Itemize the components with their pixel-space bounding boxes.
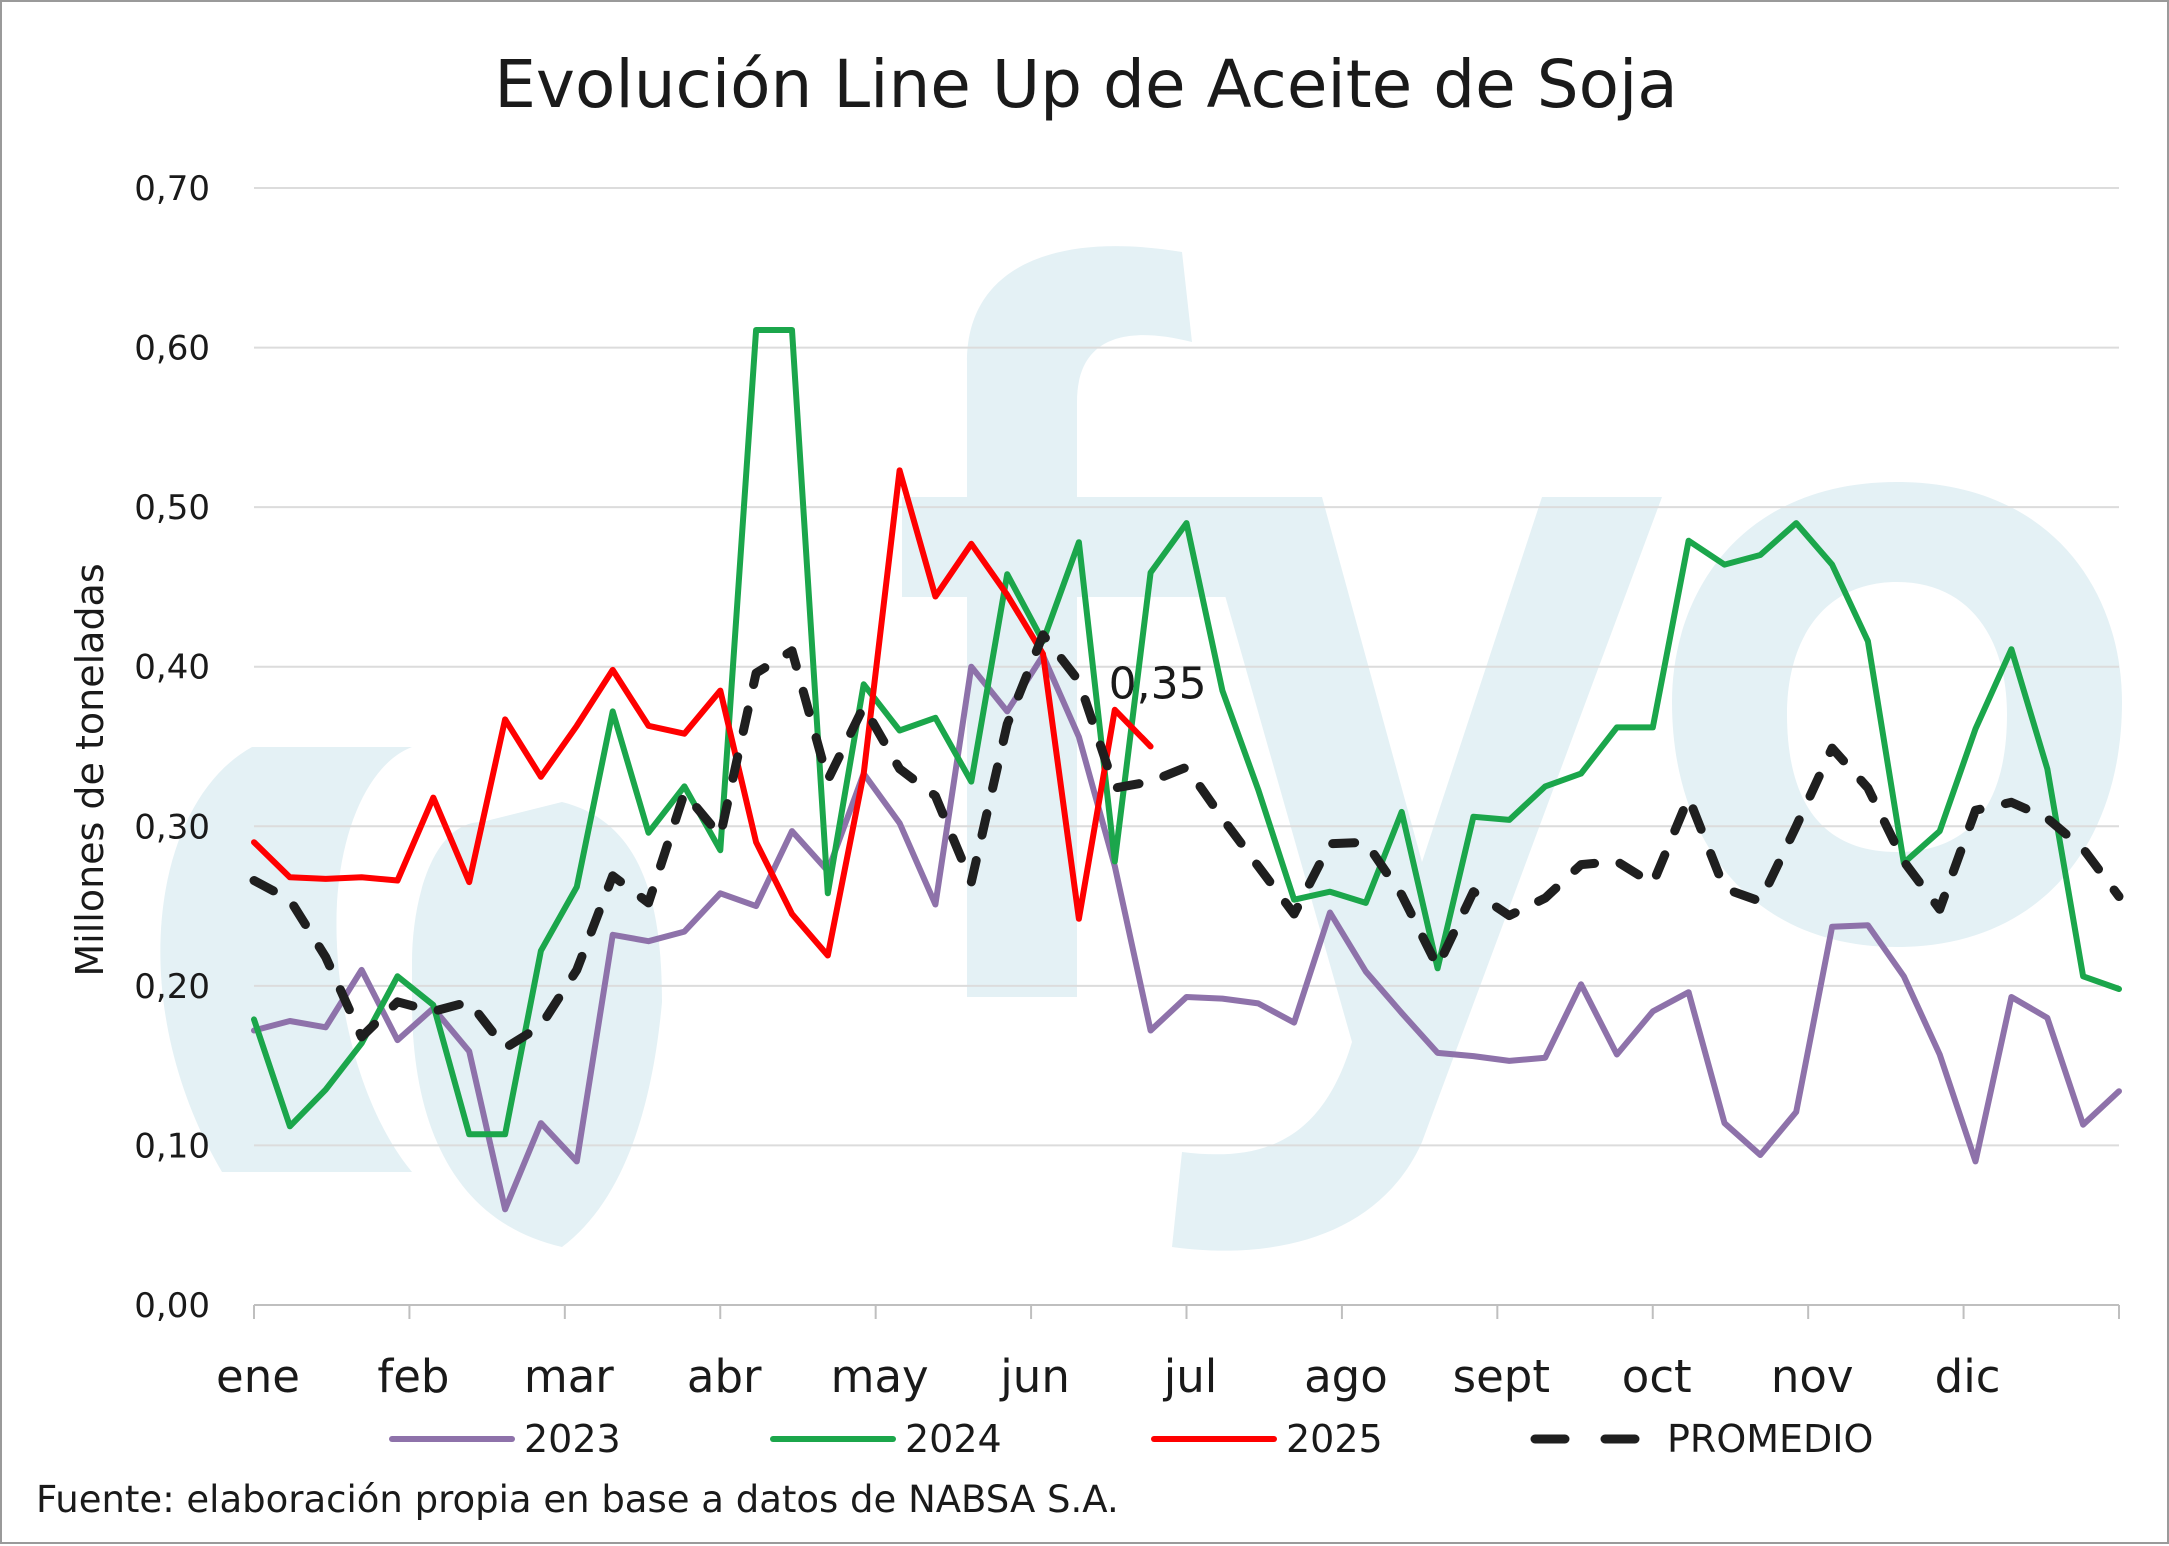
data-label-last-2025: 0,35 [1109, 659, 1207, 710]
x-tick-label: oct [1622, 1350, 1692, 1403]
x-tick-label: jun [999, 1350, 1070, 1403]
y-tick-label: 0,50 [134, 488, 210, 528]
legend-label-promedio: PROMEDIO [1667, 1417, 1873, 1461]
y-tick-label: 0,30 [134, 807, 210, 847]
y-tick-label: 0,00 [134, 1286, 210, 1326]
series-line-2024 [251, 327, 2122, 1138]
x-tick-label: ago [1304, 1350, 1388, 1403]
x-tick-label: sept [1453, 1350, 1550, 1403]
x-tick-label: may [831, 1350, 929, 1403]
series-line-promedio [249, 630, 2124, 1053]
y-tick-label: 0,40 [134, 648, 210, 688]
y-axis-ticks: 0,00 0,10 0,20 0,30 0,40 0,50 0,60 0,70 [134, 169, 210, 1326]
y-tick-label: 0,60 [134, 329, 210, 369]
grid-lines [254, 187, 2119, 1147]
x-axis: ene feb mar abr may jun jul ago sept oct nov dic [216, 1304, 2120, 1403]
annotations: 0,35 [1109, 659, 1207, 710]
x-tick-label: jul [1163, 1350, 1218, 1403]
legend-label-2024: 2024 [905, 1417, 1002, 1461]
x-tick-label: abr [687, 1350, 762, 1403]
legend: 2023 2024 2025 PROMEDIO [389, 1417, 1873, 1461]
x-tick-label: ene [216, 1350, 300, 1403]
x-tick-label: nov [1771, 1350, 1854, 1403]
chart-title: Evolución Line Up de Aceite de Soja [494, 46, 1678, 123]
y-tick-label: 0,10 [134, 1126, 210, 1166]
x-tick-label: dic [1935, 1350, 2001, 1403]
series-lines [249, 327, 2124, 1213]
series-line-2025 [251, 467, 1154, 959]
source-note: Fuente: elaboración propia en base a dat… [36, 1478, 1119, 1521]
y-tick-label: 0,70 [134, 169, 210, 209]
x-tick-label: mar [524, 1350, 614, 1403]
x-tick-label: feb [377, 1350, 449, 1403]
y-axis-label: Millones de toneladas [68, 563, 112, 976]
y-tick-label: 0,20 [134, 967, 210, 1007]
legend-label-2025: 2025 [1286, 1417, 1383, 1461]
series-line-2023 [251, 652, 2122, 1213]
legend-label-2023: 2023 [524, 1417, 621, 1461]
